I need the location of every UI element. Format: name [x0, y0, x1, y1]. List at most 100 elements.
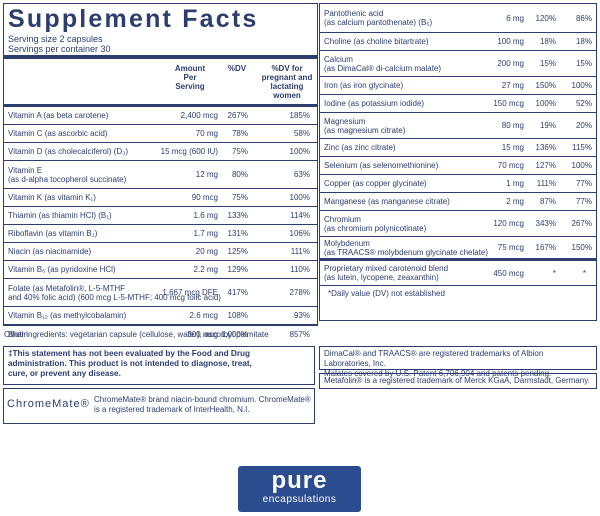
nutrient-name: Molybdenum (as TRAACS® molybdenum glycin… [324, 238, 489, 257]
table-row: Molybdenum (as TRAACS® molybdenum glycin… [320, 237, 596, 258]
serving-size: Serving size 2 capsules [8, 34, 103, 44]
nutrient-amount: 1,667 mcg DFE [162, 288, 218, 297]
nutrient-amount: 2.6 mcg [189, 311, 218, 320]
nutrient-dv: 87% [539, 197, 556, 206]
nutrient-name: Riboflavin (as vitamin B₂) [8, 229, 98, 238]
table-row: Zinc (as zinc citrate) 15 mg 136% 115% [320, 139, 596, 157]
table-row: Vitamin B₆ (as pyridoxine HCl) 2.2 mg 129%… [4, 261, 317, 279]
nutrient-name: Vitamin B₁₂ (as methylcobalamin) [8, 311, 127, 320]
nutrient-amount: 20 mg [195, 247, 218, 256]
nutrient-dv: 133% [227, 211, 248, 220]
nutrient-name: Vitamin D (as cholecalciferol) (D₃) [8, 147, 129, 156]
nutrient-dv: 111% [536, 179, 556, 188]
table-row: Folate (as Metafolin®, L-5-MTHF and 40% … [4, 279, 317, 307]
table-row: Thiamin (as thiamin HCl) (B₁) 1.6 mg 133% 1… [4, 207, 317, 225]
nutrient-dv-pregnant: 278% [289, 288, 310, 297]
table-row: Vitamin K (as vitamin K₁) 90 mcg 75% 100% [4, 189, 317, 207]
nutrient-amount: 120 mcg [493, 219, 524, 228]
nutrient-dv: 267% [227, 111, 248, 120]
table-row: Copper (as copper glycinate) 1 mg 111% 77% [320, 175, 596, 193]
nutrient-amount: 75 mcg [497, 243, 524, 252]
nutrient-dv: 125% [227, 247, 248, 256]
nutrient-dv: 120% [535, 13, 556, 23]
brand-logo: pure encapsulations [238, 466, 361, 512]
nutrient-name: Vitamin K (as vitamin K₁) [8, 193, 96, 202]
nutrient-name: Pantothenic acid (as calcium pantothenat… [324, 9, 433, 27]
chromemate-box: ChromeMate® ChromeMate® brand niacin-bou… [3, 388, 315, 424]
nutrient-name: Niacin (as niacinamide) [8, 247, 92, 256]
table-row: Vitamin D (as cholecalciferol) (D₃) 15 mc… [4, 143, 317, 161]
nutrient-dv-pregnant: * [582, 268, 586, 278]
panel-title: Supplement Facts [8, 5, 259, 33]
table-row: Choline (as choline bitartrate) 100 mg 18%… [320, 33, 596, 51]
nutrient-dv-pregnant: 106% [289, 229, 310, 238]
table-row: Calcium (as DimaCal® di-calcium malate) 2… [320, 51, 596, 77]
nutrient-dv-pregnant: 100% [289, 147, 310, 156]
nutrient-dv-pregnant: 18% [575, 37, 592, 46]
nutrient-name: Magnesium (as magnesium citrate) [324, 116, 406, 135]
other-ingredients: Other ingredients: vegetarian capsule (c… [4, 330, 269, 339]
nutrient-dv: 129% [227, 265, 248, 274]
table-row: Vitamin B₁₂ (as methylcobalamin) 2.6 mcg 1… [4, 307, 317, 325]
nutrient-dv-pregnant: 150% [571, 243, 592, 252]
nutrient-amount: 1 mg [506, 179, 524, 188]
nutrient-amount: 1.7 mg [193, 229, 218, 238]
nutrient-amount: 27 mg [501, 81, 524, 90]
nutrient-amount: 80 mg [501, 121, 524, 130]
dv-note: *Daily value (DV) not established [328, 289, 445, 298]
header-dv-pregnant: %DV for pregnant and lactating women [261, 64, 313, 100]
nutrient-dv-pregnant: 100% [571, 81, 592, 90]
nutrient-dv-pregnant: 111% [290, 247, 310, 256]
nutrient-dv: 1,000% [220, 329, 248, 339]
nutrient-dv-pregnant: 15% [575, 59, 592, 68]
nutrient-amount: 15 mg [501, 143, 524, 152]
table-row: Vitamin E (as d-alpha tocopherol succina… [4, 161, 317, 189]
nutrient-dv: 80% [231, 170, 248, 179]
nutrient-dv-pregnant: 77% [575, 179, 592, 188]
nutrient-name: Folate (as Metafolin®, L-5-MTHF and 40% … [8, 283, 221, 302]
nutrient-dv: 75% [231, 147, 248, 156]
nutrient-dv-pregnant: 86% [575, 13, 592, 23]
brand-sub: encapsulations [262, 494, 337, 505]
nutrient-name: Iodine (as potassium iodide) [324, 99, 425, 108]
carotenoid-divider [320, 258, 596, 261]
nutrient-dv-pregnant: 20% [575, 121, 592, 130]
nutrient-amount: 6 mg [506, 13, 524, 23]
nutrient-dv: 131% [227, 229, 248, 238]
nutrient-name: Vitamin C (as ascorbic acid) [8, 129, 108, 138]
nutrient-dv-pregnant: 100% [289, 193, 310, 202]
nutrient-dv: 108% [227, 311, 248, 320]
table-row: Vitamin A (as beta carotene) 2,400 mcg 267… [4, 107, 317, 125]
nutrient-name: Thiamin (as thiamin HCl) (B₁) [8, 211, 112, 220]
nutrient-dv-pregnant: 267% [571, 219, 592, 228]
nutrient-amount: 2.2 mg [193, 265, 218, 274]
nutrient-name: Biotin [8, 329, 29, 339]
nutrient-table-left: Vitamin A (as beta carotene) 2,400 mcg 267… [4, 107, 317, 339]
table-row: Iron (as iron glycinate) 27 mg 150% 100% [320, 77, 596, 95]
nutrient-dv: 100% [535, 99, 556, 108]
nutrient-dv: 343% [535, 219, 556, 228]
nutrient-amount: 12 mg [195, 170, 218, 179]
nutrient-dv-pregnant: 58% [293, 129, 310, 138]
carotenoid-row: Proprietary mixed carotenoid blend (as l… [320, 261, 596, 286]
nutrient-amount: 100 mg [497, 37, 524, 46]
nutrient-dv: 78% [231, 129, 248, 138]
header-divider [4, 104, 317, 107]
nutrient-dv-pregnant: 110% [290, 265, 310, 274]
nutrient-amount: 1.6 mg [193, 211, 218, 220]
nutrient-dv-pregnant: 93% [293, 311, 310, 320]
fda-statement: ‡This statement has not been evaluated b… [3, 346, 315, 385]
nutrient-dv: 150% [535, 81, 556, 90]
nutrient-table-right: Pantothenic acid (as calcium pantothenat… [320, 4, 596, 258]
nutrient-name: Selenium (as selenomethionine) [324, 161, 439, 170]
nutrient-name: Calcium (as DimaCal® di-calcium malate) [324, 54, 442, 73]
nutrient-dv: 75% [231, 193, 248, 202]
trademark-albion: DimaCal® and TRAACS® are registered trad… [319, 346, 597, 378]
nutrient-dv: 167% [535, 243, 556, 252]
header-amount: Amount Per Serving [174, 64, 206, 91]
nutrient-dv-pregnant: 77% [575, 197, 592, 206]
nutrient-name: Vitamin A (as beta carotene) [8, 111, 109, 120]
nutrient-name: Proprietary mixed carotenoid blend (as l… [324, 264, 449, 282]
table-row: Biotin 300 mcg 1,000% 857% [4, 325, 317, 343]
supplement-facts-left-panel: Supplement Facts Serving size 2 capsules… [3, 3, 318, 339]
